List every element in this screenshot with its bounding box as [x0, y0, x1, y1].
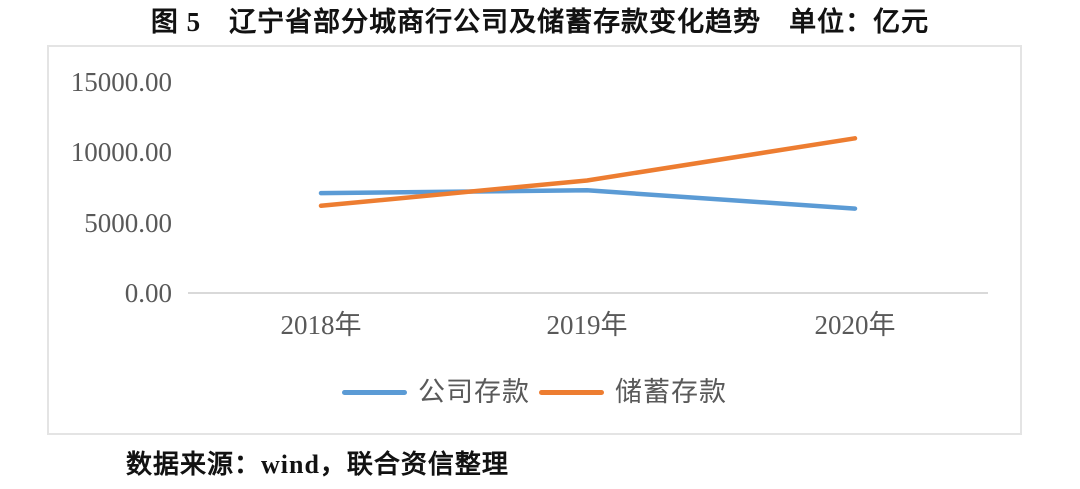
- data-source-note: 数据来源：wind，联合资信整理: [126, 450, 509, 479]
- y-axis-tick-label: 15000.00: [70, 67, 172, 97]
- y-axis-tick-label: 0.00: [124, 278, 172, 308]
- series-line-0: [318, 188, 858, 211]
- legend-label: 储蓄存款: [615, 377, 727, 407]
- legend-line-swatch-orange: [539, 389, 604, 395]
- legend-label: 公司存款: [418, 377, 530, 407]
- y-axis-tick-label: 10000.00: [70, 137, 172, 167]
- legend-item-corporate-deposits: 公司存款: [342, 376, 530, 408]
- x-axis-tick-label: 2019年: [546, 310, 628, 340]
- chart-title: 图 5 辽宁省部分城商行公司及储蓄存款变化趋势 单位：亿元: [150, 7, 930, 37]
- y-axis-tick-label: 5000.00: [84, 208, 172, 238]
- series-line-1: [318, 136, 858, 209]
- x-axis-tick-label: 2018年: [280, 310, 362, 340]
- x-axis-tick-label: 2020年: [814, 310, 896, 340]
- chart-legend: 公司存款 储蓄存款: [47, 376, 1022, 408]
- line-chart-plot: [188, 136, 988, 294]
- chart-frame: [47, 45, 1022, 435]
- legend-item-savings-deposits: 储蓄存款: [539, 376, 727, 408]
- legend-line-swatch-blue: [342, 389, 407, 395]
